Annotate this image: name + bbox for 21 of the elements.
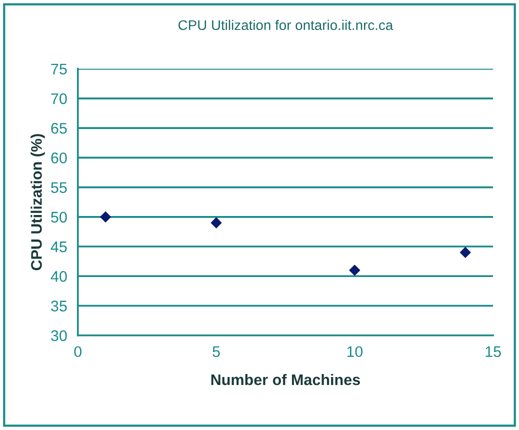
y-axis-title: CPU Utilization (%): [30, 134, 45, 270]
point: [100, 211, 112, 222]
point: [210, 217, 222, 228]
y-tick-label: 70: [51, 93, 67, 104]
x-tick-label: 0: [74, 346, 82, 358]
x-tick-label: 10: [347, 346, 363, 358]
y-tick-label: 45: [50, 242, 67, 252]
x-tick-label: 15: [486, 346, 501, 358]
point: [349, 264, 360, 276]
y-tick-label: 50: [51, 212, 67, 223]
y-tick-label: 30: [51, 330, 67, 342]
chart-title: CPU Utilization for ontario.iit.nrc.ca: [178, 20, 394, 30]
y-tick-label: 75: [51, 64, 67, 74]
y-tick-label: 55: [51, 182, 67, 193]
x-tick-label: 5: [212, 346, 220, 358]
point: [460, 246, 471, 258]
y-tick-label: 60: [51, 152, 67, 164]
x-axis-title: Number of Machines: [211, 374, 360, 386]
y-tick-label: 35: [51, 300, 67, 312]
y-tick-label: 40: [50, 271, 67, 282]
y-tick-label: 65: [51, 122, 67, 134]
